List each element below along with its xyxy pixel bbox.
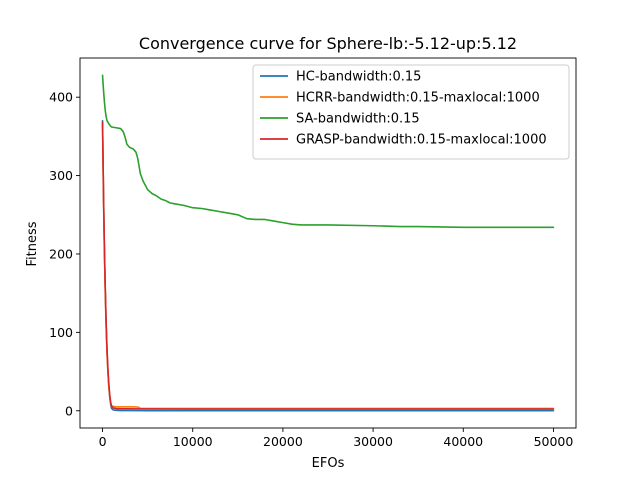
x-tick-label: 50000: [534, 434, 574, 449]
plot-frame: [79, 57, 577, 429]
legend-label-2: SA-bandwidth:0.15: [296, 112, 420, 127]
y-axis-label: Fitness: [25, 221, 40, 266]
x-tick-label: 10000: [173, 434, 213, 449]
y-tick-label: 300: [49, 168, 73, 183]
axis-ticks: 0 10000 20000 30000 40000 50000 0 100 200 300 400: [49, 90, 573, 449]
x-tick-label: 30000: [353, 434, 393, 449]
y-tick-label: 0: [65, 403, 73, 418]
legend-label-0: HC-bandwidth:0.15: [296, 70, 421, 85]
legend-box: [252, 64, 570, 160]
y-tick-label: 200: [49, 246, 73, 261]
x-axis-label: EFOs: [312, 456, 345, 471]
series-line-2: [101, 74, 555, 229]
plot-area: [79, 57, 577, 429]
legend: HC-bandwidth:0.15 HCRR-bandwidth:0.15-max…: [252, 64, 570, 160]
chart-title: Convergence curve for Sphere-lb:-5.12-up…: [139, 34, 517, 53]
y-tick-label: 100: [49, 325, 73, 340]
x-tick-label: 40000: [443, 434, 483, 449]
x-tick-label: 20000: [263, 434, 303, 449]
legend-label-1: HCRR-bandwidth:0.15-maxlocal:1000: [296, 91, 540, 106]
x-tick-label: 0: [99, 434, 107, 449]
series-line-3: [101, 121, 555, 410]
y-tick-label: 400: [49, 90, 73, 105]
legend-label-3: GRASP-bandwidth:0.15-maxlocal:1000: [296, 133, 547, 148]
